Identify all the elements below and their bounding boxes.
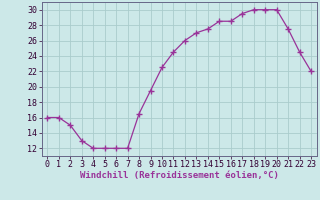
X-axis label: Windchill (Refroidissement éolien,°C): Windchill (Refroidissement éolien,°C) bbox=[80, 171, 279, 180]
